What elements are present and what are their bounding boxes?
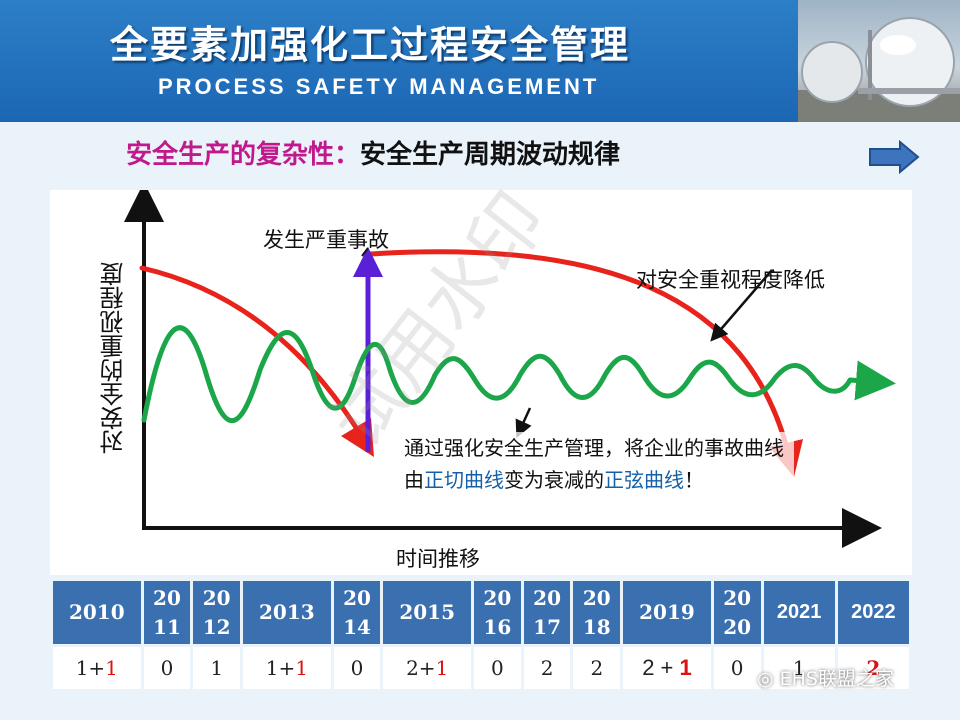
table-header-cell: 20 12	[193, 581, 241, 644]
note-highlight-tangent: 正切曲线	[424, 468, 504, 492]
table-data-row: 1+1 0 1 1+1 0 2+1 0 2 2 2 + 1 0 1 2	[53, 647, 909, 689]
table-cell: 2	[523, 647, 571, 689]
decline-label: 对安全重视程度降低	[636, 268, 825, 292]
accident-label: 发生严重事故	[263, 228, 389, 252]
table-cell: 2	[573, 647, 621, 689]
accident-pointer	[361, 247, 369, 257]
table-header-cell: 2022	[837, 581, 909, 644]
red-curve-after-accident	[367, 249, 804, 478]
table-cell: 0	[333, 647, 381, 689]
note-text-2: 变为衰减的	[504, 468, 604, 492]
table-header-cell: 2019	[623, 581, 711, 644]
next-arrow-button[interactable]	[868, 140, 920, 174]
table-header-cell: 20 18	[573, 581, 621, 644]
headline-part-2: 安全生产周期波动规律	[360, 140, 621, 170]
headline: 安全生产的复杂性：安全生产周期波动规律	[126, 134, 620, 171]
note-text-3: ！	[684, 468, 704, 492]
table-header-cell: 20 20	[713, 581, 761, 644]
table-header-cell: 2021	[763, 581, 835, 644]
table-cell: 2	[837, 647, 909, 689]
decline-pointer	[710, 269, 773, 342]
green-wave	[141, 325, 853, 423]
page-subtitle: PROCESS SAFETY MANAGEMENT	[158, 74, 600, 99]
table-header-cell: 2015	[383, 581, 471, 644]
table-header-cell: 2010	[53, 581, 141, 644]
explanation-note: 通过强化安全生产管理，将企业的事故曲线由正切曲线变为衰减的正弦曲线！	[404, 432, 794, 496]
yearly-accident-table: 2010 20 11 20 12 2013 20 14 2015 20 16 2…	[50, 578, 912, 692]
note-text-1: 通过强化安全生产管理，将企业的事故曲线由	[404, 436, 784, 492]
table-cell: 2 + 1	[623, 647, 711, 689]
chart-panel	[50, 190, 912, 575]
table-header-row: 2010 20 11 20 12 2013 20 14 2015 20 16 2…	[53, 581, 909, 644]
table-cell: 0	[713, 647, 761, 689]
table-header-cell: 20 14	[333, 581, 381, 644]
table-cell: 1+1	[53, 647, 141, 689]
storage-tanks-photo	[798, 0, 960, 122]
table-cell: 1	[763, 647, 835, 689]
footer-watermark: ◎ EHS联盟之家	[757, 664, 894, 691]
table-cell: 0	[143, 647, 191, 689]
table-cell: 1	[193, 647, 241, 689]
page-title: 全要素加强化工过程安全管理	[110, 23, 631, 67]
table-header-cell: 20 16	[473, 581, 521, 644]
table-header-cell: 2013	[243, 581, 331, 644]
table-header-cell: 20 11	[143, 581, 191, 644]
wechat-icon: ◎	[757, 668, 780, 690]
table-cell: 2+1	[383, 647, 471, 689]
footer-watermark-text: EHS联盟之家	[779, 668, 894, 690]
note-highlight-sine: 正弦曲线	[604, 468, 684, 492]
table-cell: 0	[473, 647, 521, 689]
table-cell: 1+1	[243, 647, 331, 689]
note-pointer	[515, 407, 532, 438]
y-axis-label: 对安全的重视程度	[100, 262, 128, 454]
x-axis-label: 时间推移	[396, 547, 480, 571]
headline-part-1: 安全生产的复杂性：	[126, 140, 361, 170]
table-header-cell: 20 17	[523, 581, 571, 644]
